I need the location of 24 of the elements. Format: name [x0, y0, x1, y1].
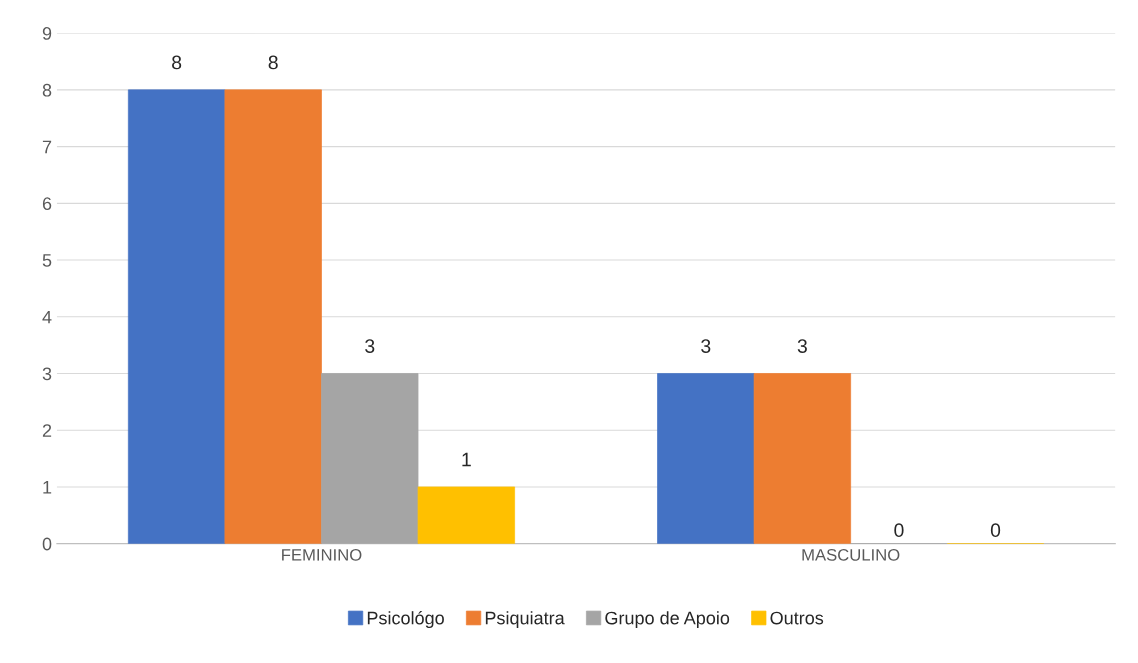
data-label: 8	[268, 55, 278, 70]
y-tick-label: 7	[42, 140, 52, 154]
data-label: 0	[990, 523, 1001, 538]
data-label: 1	[462, 452, 471, 467]
y-tick-label: 8	[42, 83, 52, 97]
data-label: 3	[701, 339, 711, 353]
x-tick-label: MASCULINO	[802, 548, 900, 561]
data-label: 3	[365, 339, 375, 353]
data-label: 3	[797, 339, 807, 353]
legend-label: Grupo de Apoio	[605, 611, 730, 628]
y-tick-label: 1	[43, 481, 52, 494]
y-tick-label: 2	[42, 424, 52, 437]
legend-label: Psicológo	[367, 610, 444, 628]
y-tick-label: 4	[42, 310, 52, 324]
y-tick-label: 3	[42, 367, 52, 381]
data-label: 8	[172, 55, 182, 70]
data-label: 0	[894, 523, 904, 538]
legend-label: Psiquiatra	[485, 611, 565, 628]
y-tick-label: 5	[42, 254, 52, 267]
y-tick-label: 6	[42, 197, 52, 211]
x-tick-label: FEMININO	[282, 548, 362, 561]
y-tick-label: 0	[42, 537, 52, 551]
y-tick-label: 9	[42, 27, 52, 40]
legend-label: Outros	[770, 611, 824, 625]
